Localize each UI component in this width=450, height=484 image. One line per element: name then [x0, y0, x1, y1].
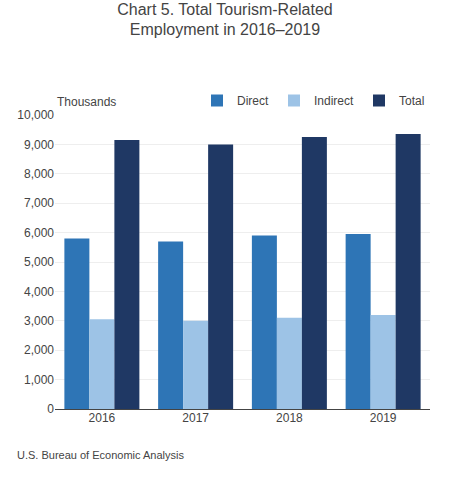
svg-text:0: 0	[47, 402, 54, 416]
svg-text:2019: 2019	[370, 411, 397, 425]
svg-text:Chart 5. Total Tourism-Related: Chart 5. Total Tourism-RelatedEmployment…	[117, 1, 333, 39]
svg-text:U.S. Bureau of Economic Analys: U.S. Bureau of Economic Analysis	[17, 449, 184, 461]
svg-text:1,000: 1,000	[24, 373, 54, 387]
svg-text:Indirect: Indirect	[314, 94, 354, 108]
svg-text:9,000: 9,000	[24, 138, 54, 152]
svg-text:10,000: 10,000	[17, 108, 54, 122]
svg-text:2,000: 2,000	[24, 343, 54, 357]
svg-text:7,000: 7,000	[24, 196, 54, 210]
svg-text:Total: Total	[399, 94, 424, 108]
svg-text:Direct: Direct	[237, 94, 269, 108]
svg-text:2016: 2016	[89, 411, 116, 425]
svg-text:5,000: 5,000	[24, 255, 54, 269]
svg-text:Thousands: Thousands	[57, 95, 116, 109]
svg-text:2017: 2017	[182, 411, 209, 425]
svg-text:8,000: 8,000	[24, 167, 54, 181]
svg-text:6,000: 6,000	[24, 226, 54, 240]
svg-text:2018: 2018	[276, 411, 303, 425]
svg-text:3,000: 3,000	[24, 314, 54, 328]
svg-text:4,000: 4,000	[24, 285, 54, 299]
